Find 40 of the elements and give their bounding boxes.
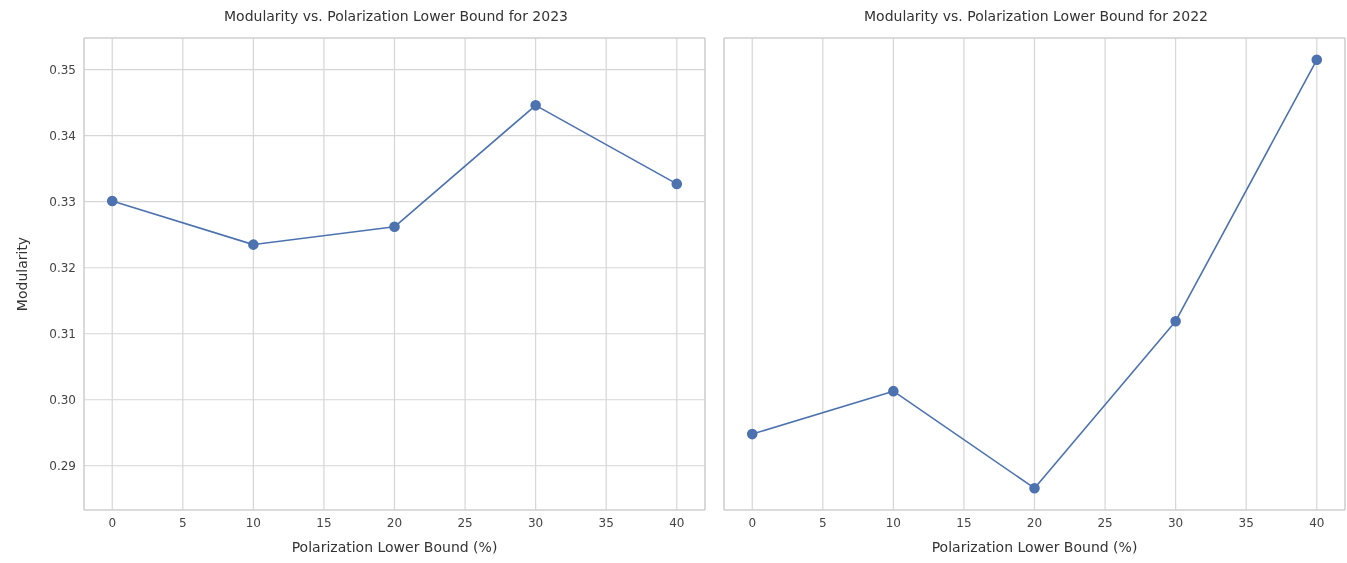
x-tick-label: 10 (885, 515, 901, 530)
point (888, 385, 899, 397)
x-tick-label: 15 (956, 515, 972, 530)
point (1170, 315, 1181, 327)
x-tick-label: 40 (669, 515, 685, 530)
y-tick-label: 0.29 (49, 459, 76, 474)
x-tick-label: 30 (1168, 515, 1184, 530)
x-axis-title: Polarization Lower Bound (%) (931, 539, 1138, 555)
x-tick-label: 20 (1026, 515, 1043, 530)
x-tick-label: 15 (316, 515, 332, 530)
y-tick-label: 0.35 (49, 62, 76, 77)
point (389, 221, 400, 233)
point (530, 100, 541, 111)
x-tick-label: 0 (748, 515, 757, 530)
x-tick-label: 0 (108, 515, 117, 530)
chart-title: Modularity vs. Polarization Lower Bound for 2022 (863, 8, 1209, 26)
y-axis-title: Modularity (13, 236, 30, 312)
x-tick-label: 5 (178, 515, 187, 530)
point (248, 239, 259, 250)
x-tick-label: 35 (1238, 515, 1254, 530)
x-tick-label: 10 (245, 515, 261, 530)
point (1029, 482, 1040, 494)
x-tick-label: 35 (598, 515, 614, 530)
x-tick-label: 25 (457, 515, 473, 530)
chart-title: Modularity vs. Polarization Lower Bound for 2023 (223, 8, 569, 26)
y-tick-label: 0.34 (49, 128, 76, 143)
x-axis-title: Polarization Lower Bound (%) (291, 539, 498, 555)
y-tick-label: 0.33 (49, 194, 76, 209)
point (106, 195, 118, 207)
x-tick-label: 20 (386, 515, 403, 530)
x-tick-label: 30 (528, 515, 544, 530)
x-tick-label: 25 (1097, 515, 1113, 530)
y-tick-label: 0.32 (49, 260, 76, 275)
point (1311, 54, 1323, 66)
point (746, 428, 758, 440)
y-tick-label: 0.31 (49, 327, 76, 341)
y-tick-label: 0.30 (49, 393, 76, 408)
x-tick-label: 40 (1309, 515, 1325, 530)
point (671, 178, 683, 190)
x-tick-label: 5 (818, 515, 827, 530)
